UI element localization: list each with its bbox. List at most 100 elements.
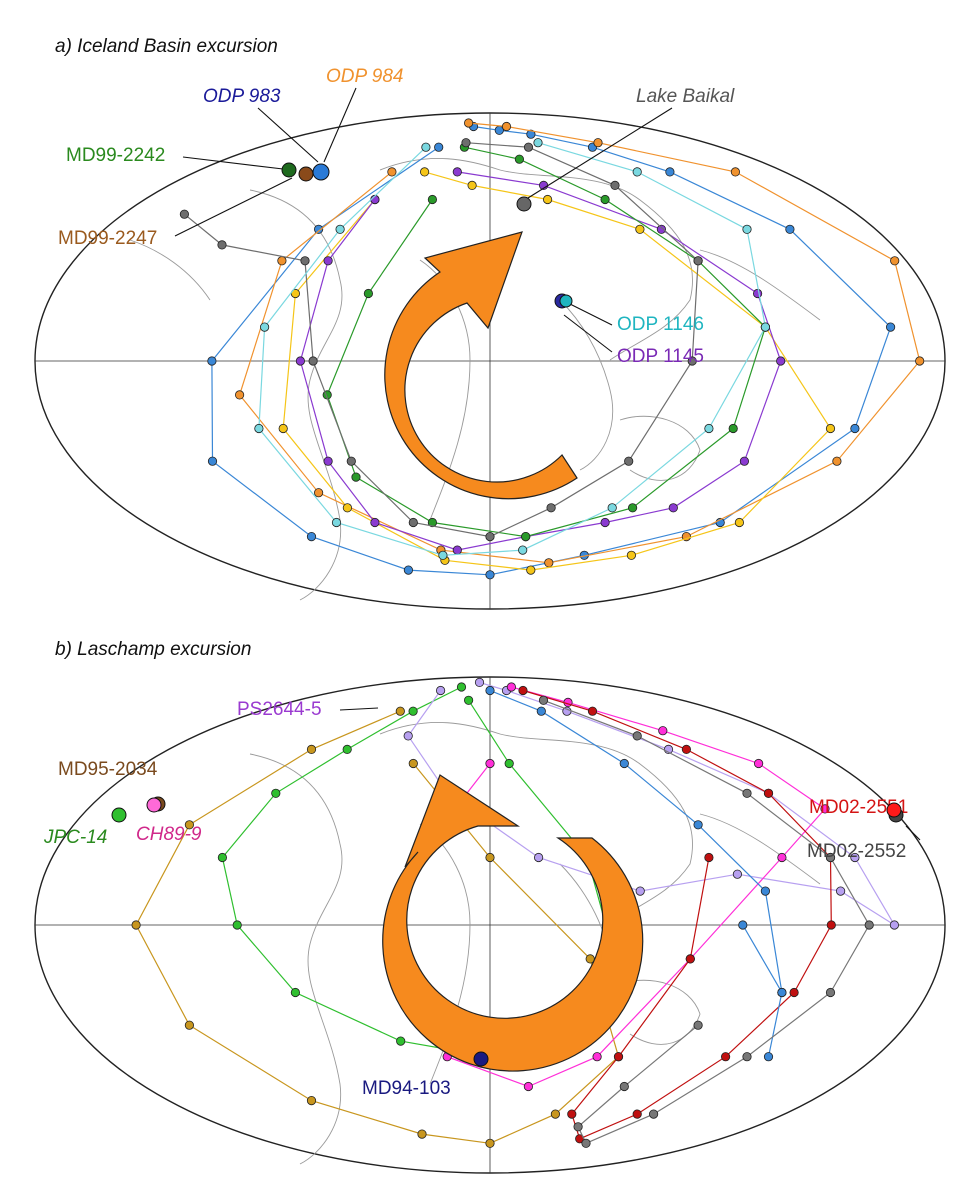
vgp-point [408, 758, 418, 769]
vgp-point [501, 121, 512, 132]
vgp-point [632, 731, 642, 741]
site-pointers-a [174, 87, 673, 353]
vgp-point [504, 758, 514, 769]
vgp-point [693, 820, 703, 830]
vgp-point [419, 167, 430, 177]
vgp-point [463, 695, 474, 705]
vgp-point [685, 954, 695, 964]
vgp-point [271, 788, 281, 798]
vgp-paths-b [131, 677, 900, 1148]
vgp-point [738, 920, 748, 930]
vgp-point [632, 1109, 642, 1119]
vgp-point [335, 224, 345, 234]
vgp-point [259, 322, 270, 332]
vgp-point [632, 167, 642, 177]
vgp-point [619, 758, 629, 769]
vgp-path-line [184, 142, 699, 538]
vgp-point [342, 744, 352, 755]
vgp-point [538, 695, 549, 705]
vgp-paths-a [179, 118, 925, 580]
vgp-point [254, 423, 264, 434]
vgp-point [417, 1129, 427, 1139]
vgp-point [526, 565, 536, 575]
vgp-point [635, 886, 645, 896]
site-labels-a: ODP 983 ODP 984 MD99-2242 MD99-2247 Lake… [58, 66, 735, 367]
vgp-point [346, 456, 356, 466]
vgp-point [306, 531, 317, 542]
vgp-point [742, 224, 752, 234]
vgp-point [732, 869, 743, 879]
site-markers-b [111, 796, 904, 1067]
vgp-point [600, 517, 610, 528]
vgp-point [777, 987, 787, 998]
vgp-point [396, 1036, 406, 1046]
vgp-point [763, 1052, 774, 1062]
vgp-path-line [522, 689, 832, 1140]
site-pointers-b [339, 707, 921, 841]
vgp-point [835, 886, 846, 896]
vgp-point [656, 224, 667, 234]
vgp-point [434, 142, 444, 152]
vgp-point [456, 682, 467, 692]
vgp-point [506, 682, 516, 692]
site-label-md99-2247: MD99-2247 [58, 228, 157, 249]
vgp-point [763, 788, 774, 798]
vgp-point [463, 118, 474, 128]
vgp-point [567, 1109, 577, 1119]
vgp-point [752, 288, 763, 299]
vgp-point [890, 256, 900, 266]
vgp-point [742, 1052, 752, 1062]
vgp-point [290, 987, 300, 998]
panel-laschamp: b) Laschamp excursion PS2644-5 MD95-2034… [34, 639, 946, 1174]
vgp-point [521, 531, 531, 542]
vgp-point [306, 744, 317, 755]
vgp-point [300, 256, 310, 266]
vgp-point [306, 1096, 317, 1106]
site-label-ps2644-5: PS2644-5 [237, 699, 322, 720]
vgp-point [693, 1020, 703, 1030]
site-label-odp1145: ODP 1145 [617, 346, 704, 367]
vgp-point [730, 167, 741, 177]
vgp-point [720, 1052, 731, 1062]
site-label-odp984: ODP 984 [326, 66, 403, 87]
vgp-point [485, 758, 495, 769]
vgp-point [581, 1138, 591, 1148]
vgp-point [452, 167, 462, 177]
vgp-point [544, 558, 554, 568]
vgp-point [308, 356, 318, 366]
vgp-point [518, 545, 528, 555]
site-label-lake-baikal: Lake Baikal [636, 86, 735, 107]
vgp-point [131, 920, 141, 930]
vgp-point [427, 194, 437, 205]
vgp-point [693, 256, 703, 266]
vgp-point [728, 423, 738, 434]
vgp-point [785, 224, 795, 234]
vgp-point [820, 804, 830, 814]
vgp-point [760, 886, 771, 896]
vgp-point [485, 685, 495, 696]
panel-iceland-basin: a) Iceland Basin excursion ODP 983 ODP 9… [34, 36, 946, 610]
vgp-point [363, 288, 373, 299]
vgp-path-line [543, 699, 870, 1145]
vgp-point [408, 517, 418, 528]
vgp-point [232, 920, 242, 930]
vgp-point [485, 531, 495, 542]
vgp-point [474, 677, 485, 688]
vgp-point [610, 180, 620, 190]
vgp-point [207, 456, 218, 466]
vgp-point [885, 322, 896, 332]
vgp-point [179, 209, 189, 219]
vgp-point [825, 852, 836, 863]
vgp-point [351, 472, 361, 482]
vgp-point [635, 224, 645, 234]
site-label-jpc14: JPC-14 [43, 827, 107, 848]
vgp-point [523, 1081, 534, 1092]
vgp-point [681, 744, 692, 755]
site-markers-a [281, 162, 573, 309]
vgp-point [408, 706, 418, 716]
vgp-point [658, 726, 668, 736]
vgp-point [295, 356, 305, 366]
vgp-point [825, 423, 836, 434]
vgp-point [626, 550, 637, 560]
